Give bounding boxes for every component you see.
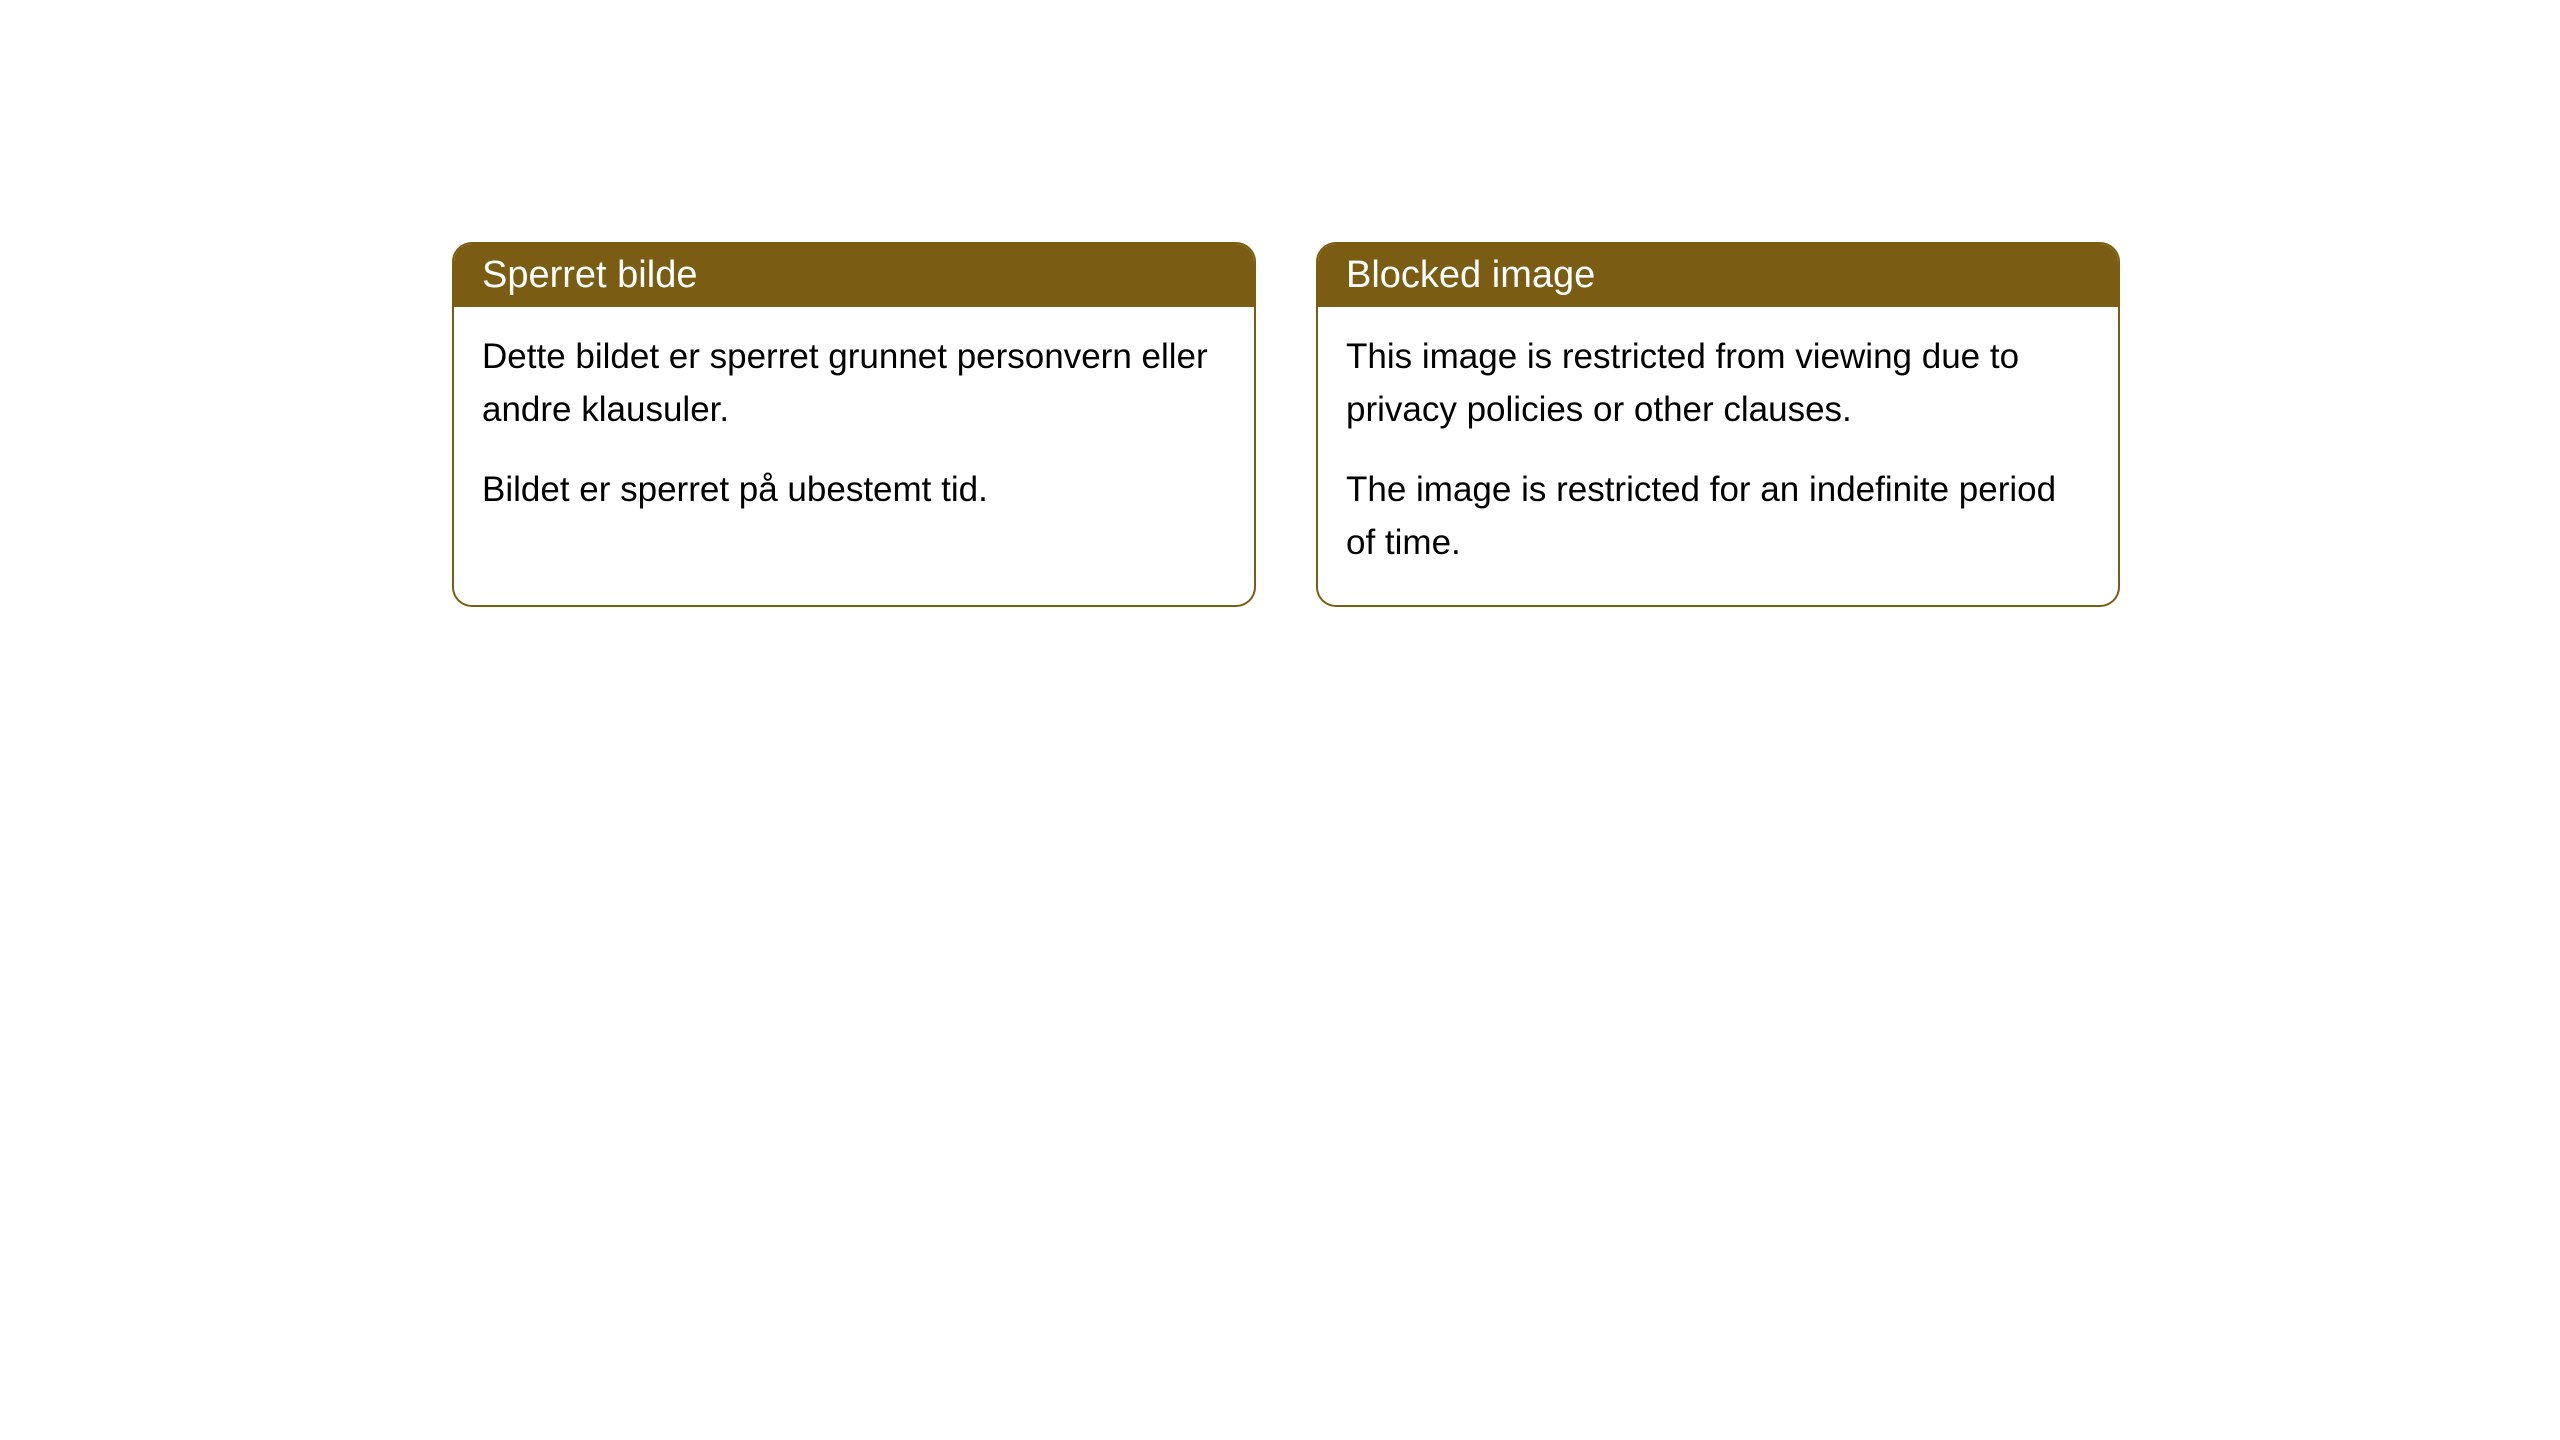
card-header-english: Blocked image — [1318, 244, 2118, 307]
card-header-norwegian: Sperret bilde — [454, 244, 1254, 307]
card-title-norwegian: Sperret bilde — [482, 254, 697, 296]
card-body-norwegian: Dette bildet er sperret grunnet personve… — [454, 307, 1254, 553]
card-paragraph-2-norwegian: Bildet er sperret på ubestemt tid. — [482, 464, 1226, 517]
blocked-image-cards-container: Sperret bilde Dette bildet er sperret gr… — [452, 242, 2120, 607]
card-body-english: This image is restricted from viewing du… — [1318, 307, 2118, 605]
card-paragraph-2-english: The image is restricted for an indefinit… — [1346, 464, 2090, 569]
blocked-image-card-norwegian: Sperret bilde Dette bildet er sperret gr… — [452, 242, 1256, 607]
blocked-image-card-english: Blocked image This image is restricted f… — [1316, 242, 2120, 607]
card-paragraph-1-english: This image is restricted from viewing du… — [1346, 331, 2090, 436]
card-title-english: Blocked image — [1346, 254, 1595, 296]
card-paragraph-1-norwegian: Dette bildet er sperret grunnet personve… — [482, 331, 1226, 436]
